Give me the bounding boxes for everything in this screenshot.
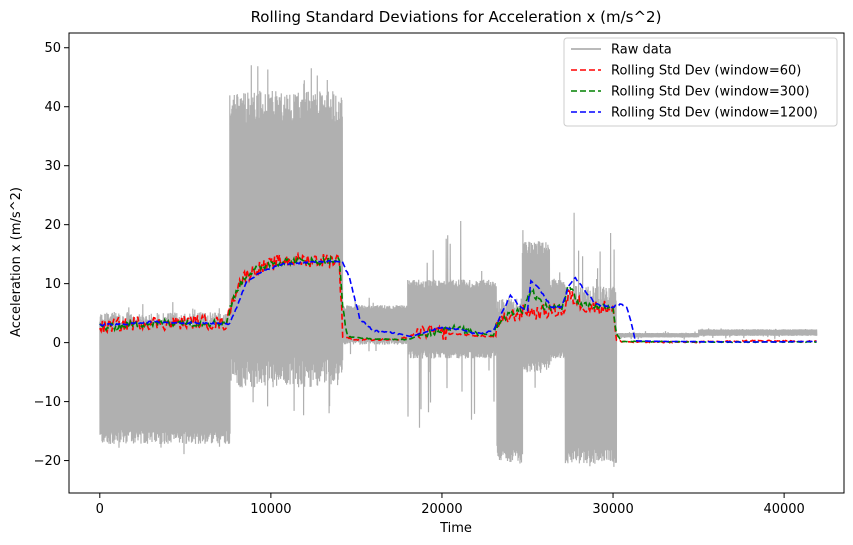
x-axis-ticks: 0 10000 20000 30000 40000 [96,493,805,517]
legend: Raw data Rolling Std Dev (window=60) Rolli… [563,37,838,127]
rolling-std-line-3 [99,259,817,343]
y-tick-label: −20 [34,454,61,469]
legend-box [563,37,838,127]
x-tick-label: 10000 [250,502,291,517]
y-tick-label: 50 [44,41,61,56]
y-tick-label: −10 [34,395,61,410]
raw-data-line [99,65,818,467]
y-tick-label: 10 [44,277,61,292]
x-tick-label: 20000 [421,502,462,517]
x-tick-label: 0 [96,502,104,517]
x-tick-label: 30000 [592,502,633,517]
y-axis-ticks: −20 −10 0 10 20 30 40 50 [34,41,69,469]
plot-frame [68,32,845,494]
y-tick-label: 40 [44,100,61,115]
rolling-std-line-1 [99,251,817,344]
legend-label: Raw data [611,43,672,58]
legend-label: Rolling Std Dev (window=300) [611,85,810,100]
rolling-std-line-2 [99,255,817,344]
legend-label: Rolling Std Dev (window=1200) [611,106,818,121]
y-tick-label: 30 [44,159,61,174]
y-tick-label: 0 [53,336,61,351]
legend-label: Rolling Std Dev (window=60) [611,64,801,79]
x-tick-label: 40000 [763,502,804,517]
raw-data-series [99,65,818,467]
y-tick-label: 20 [44,218,61,233]
chart-title: Rolling Standard Deviations for Accelera… [251,8,662,26]
rolling-series-group [99,251,817,344]
x-axis-label: Time [439,521,472,536]
legend-items: Raw data Rolling Std Dev (window=60) Rolli… [571,43,818,121]
y-axis-label: Acceleration x (m/s^2) [9,187,24,337]
